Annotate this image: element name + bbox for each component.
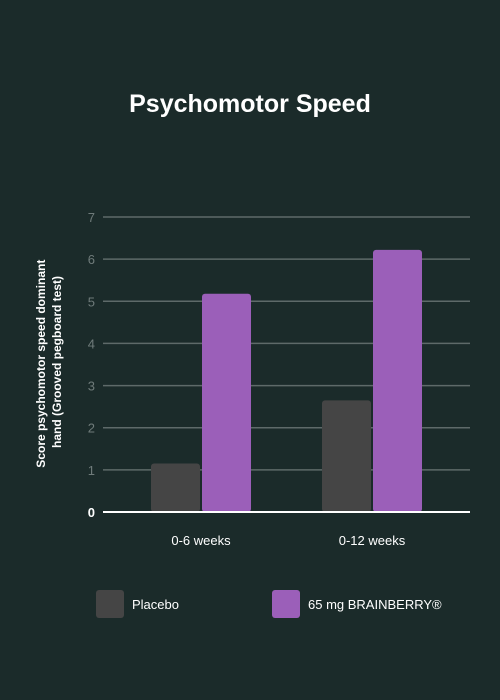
legend-label: Placebo [132,597,179,612]
y-tick-label: 7 [88,210,95,225]
bars [151,249,422,512]
bar-brainberry-1 [373,249,422,512]
chart-title: Psychomotor Speed [129,90,371,118]
category-label: 0-12 weeks [339,533,406,548]
grid-lines [103,216,470,471]
y-tick-labels: 0 1 2 3 4 5 6 7 [88,210,95,520]
legend-swatch [96,590,124,618]
legend: Placebo 65 mg BRAINBERRY® [96,590,442,618]
y-tick-label: 1 [88,463,95,478]
y-axis-label: Score psychomotor speed dominant hand (G… [34,256,64,467]
y-tick-label: 2 [88,421,95,436]
y-tick-label: 0 [88,505,95,520]
y-tick-label: 3 [88,379,95,394]
legend-label: 65 mg BRAINBERRY® [308,597,442,612]
bar-placebo-0 [151,463,200,512]
legend-swatch [272,590,300,618]
y-tick-label: 5 [88,294,95,309]
y-axis-label-line-2: hand (Grooved pegboard test) [50,276,64,448]
y-tick-label: 6 [88,252,95,267]
category-labels: 0-6 weeks 0-12 weeks [171,533,405,548]
category-label: 0-6 weeks [171,533,231,548]
bar-placebo-1 [322,400,371,512]
y-tick-label: 4 [88,336,95,351]
y-axis-label-line-1: Score psychomotor speed dominant [34,260,48,468]
bar-brainberry-0 [202,293,251,512]
